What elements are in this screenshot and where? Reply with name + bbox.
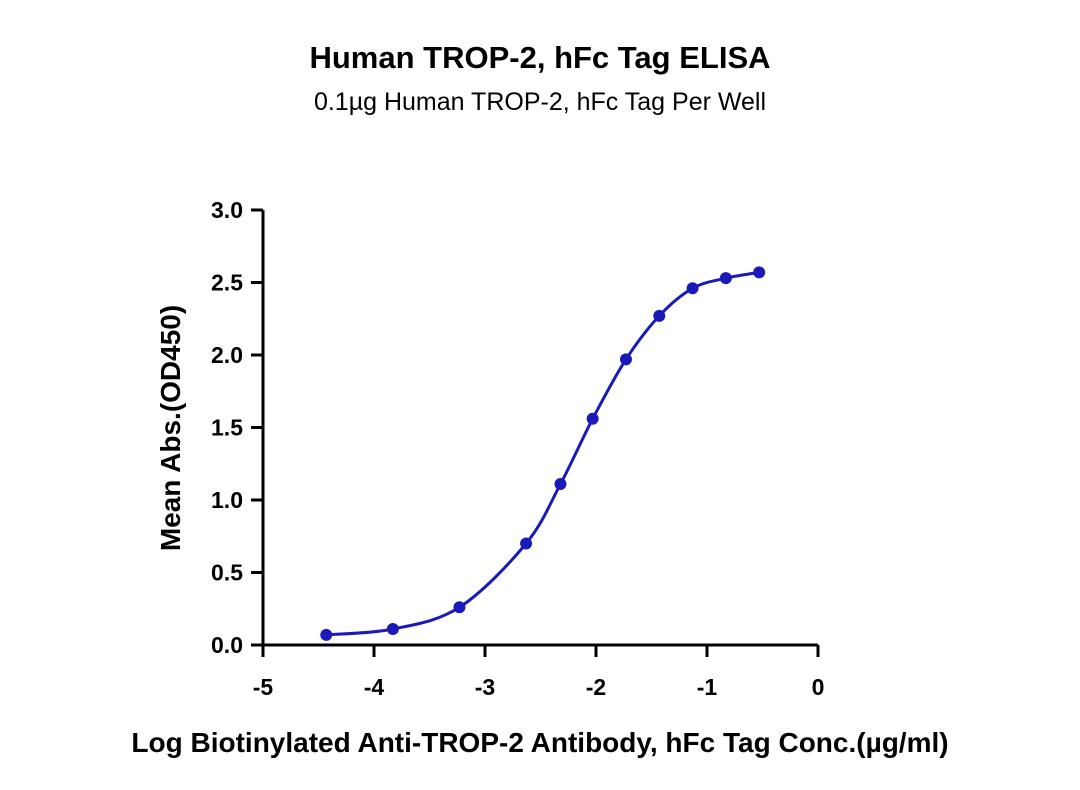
x-axis-label: Log Biotinylated Anti-TROP-2 Antibody, h… [131, 727, 948, 758]
data-point [453, 601, 466, 614]
x-tick-label: -3 [475, 674, 495, 700]
y-tick-label: 1.0 [211, 487, 243, 513]
x-tick-label: 0 [812, 674, 825, 700]
x-tick-label: -5 [253, 674, 274, 700]
data-point [619, 353, 632, 366]
data-point [520, 537, 533, 550]
x-tick-label: -2 [586, 674, 606, 700]
y-tick-label: 2.0 [211, 342, 243, 368]
y-tick-label: 1.5 [211, 415, 243, 441]
data-point [554, 478, 567, 491]
x-ticks: -5 -4 -3 -2 -1 0 [253, 645, 825, 700]
data-point [653, 309, 666, 322]
data-point [753, 266, 766, 279]
data-point [586, 412, 599, 425]
y-axis-label: Mean Abs.(OD450) [155, 305, 186, 551]
y-tick-label: 2.5 [211, 270, 243, 296]
x-tick-label: -1 [697, 674, 718, 700]
data-point [719, 272, 732, 285]
chart-subtitle: 0.1µg Human TROP-2, hFc Tag Per Well [314, 88, 766, 116]
data-points [320, 266, 766, 641]
y-tick-label: 0.0 [211, 632, 243, 658]
chart-title: Human TROP-2, hFc Tag ELISA [309, 40, 770, 75]
y-tick-label: 0.5 [211, 560, 243, 586]
data-point [386, 623, 399, 636]
y-ticks: 0.0 0.5 1.0 1.5 2.0 2.5 3.0 [211, 197, 263, 658]
fit-curve [326, 270, 760, 637]
x-tick-label: -4 [364, 674, 385, 700]
data-point [686, 282, 699, 295]
y-tick-label: 3.0 [211, 197, 243, 223]
data-point [320, 628, 333, 641]
